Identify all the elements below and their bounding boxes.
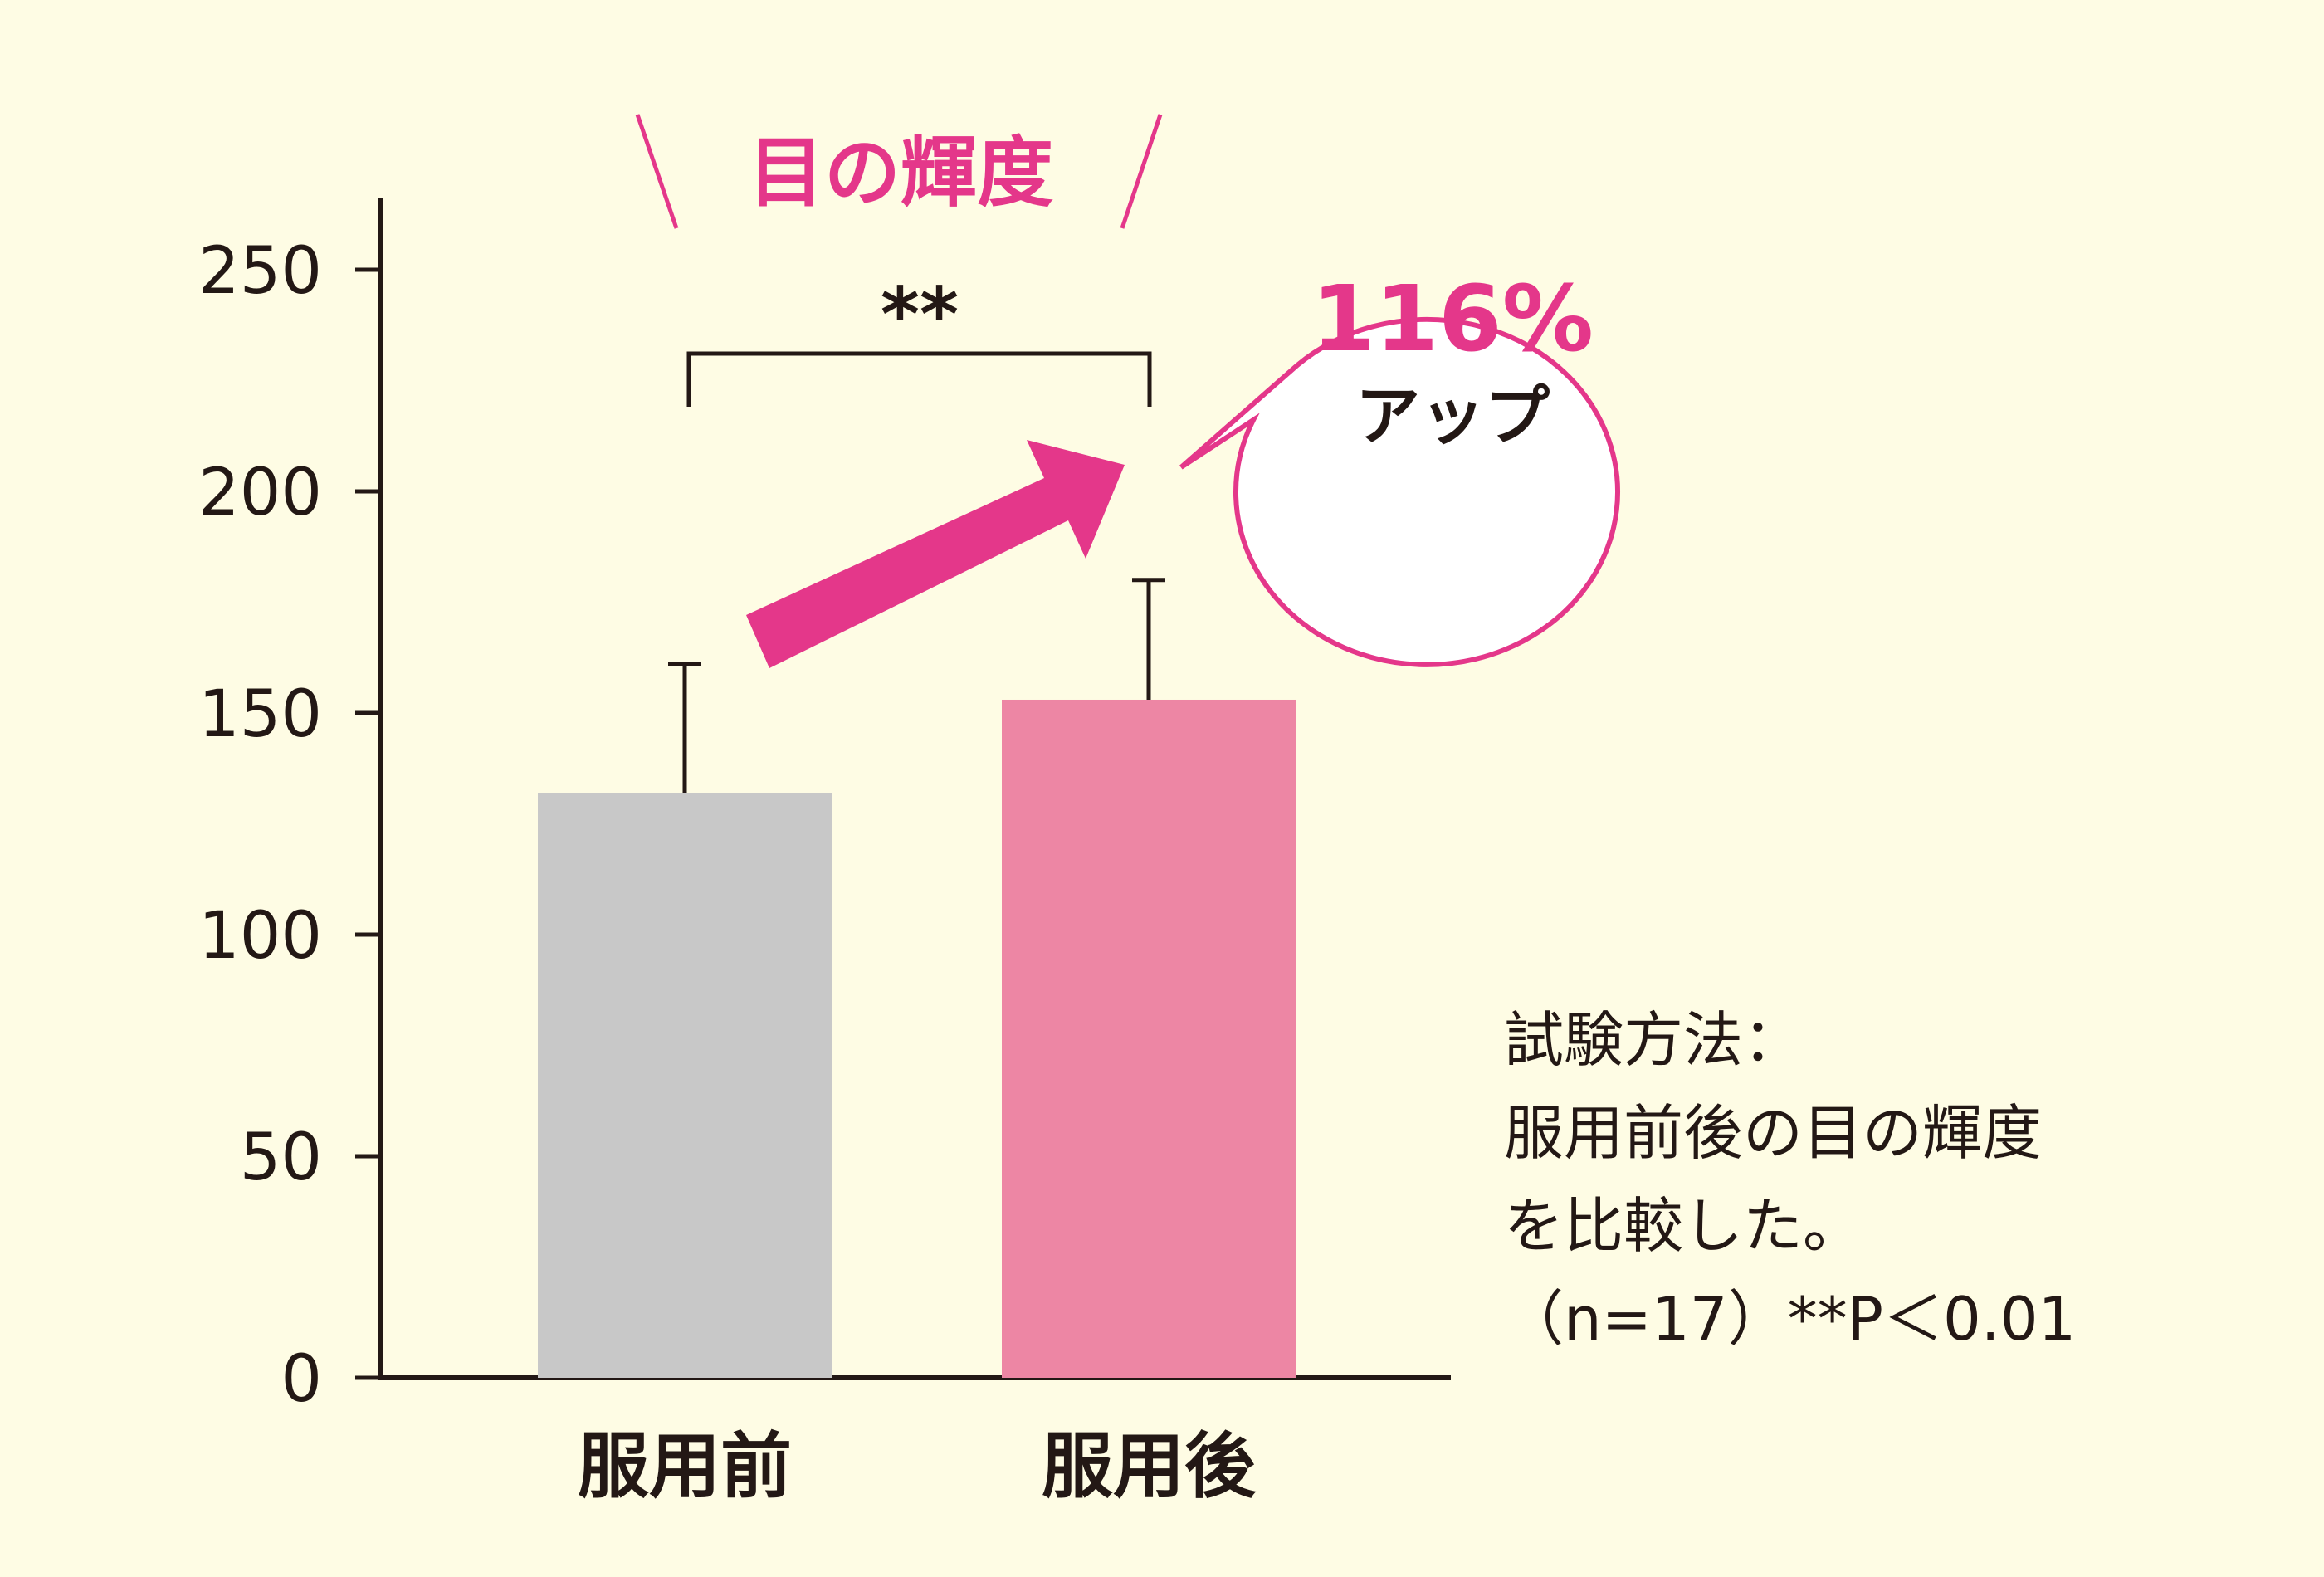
y-tick-label: 100 — [198, 899, 322, 974]
callout-bubble: 116% アップ — [1179, 266, 1620, 667]
bracket-line — [686, 351, 1152, 407]
error-bars — [668, 578, 1165, 793]
note-line-2: 服用前後の目の輝度 — [1504, 1098, 2042, 1168]
y-tick-label: 150 — [198, 677, 322, 752]
category-label: 服用前 — [578, 1425, 792, 1508]
y-tick-label: 50 — [240, 1120, 322, 1195]
chart-title-group: 目の輝度 — [635, 114, 1163, 229]
note-line-3: を比較した。 — [1504, 1191, 1863, 1261]
method-note: 試験方法： 服用前後の目の輝度 を比較した。 （n=17）**P＜0.01 — [1504, 1005, 2076, 1354]
bar — [538, 793, 832, 1378]
bar — [1002, 699, 1296, 1378]
note-line-1: 試験方法： — [1504, 1005, 1803, 1075]
note-line-4: （n=17）**P＜0.01 — [1504, 1284, 2076, 1354]
y-tick-label: 0 — [281, 1342, 322, 1417]
y-tick-label: 200 — [198, 456, 322, 530]
significance-bracket: ** — [686, 271, 1152, 407]
category-label: 服用後 — [1042, 1425, 1257, 1508]
callout-text: アップ — [1355, 379, 1550, 454]
y-tick-label: 250 — [198, 234, 322, 309]
title-slash-right — [1120, 114, 1163, 229]
title-slash-left — [635, 114, 679, 229]
callout-percent: 116% — [1311, 266, 1594, 372]
callout-bubble-shape — [1179, 316, 1620, 667]
category-labels: 服用前 服用後 — [578, 1425, 1257, 1508]
chart-title: 目の輝度 — [748, 129, 1053, 217]
increase-arrow — [746, 440, 1125, 668]
y-ticks: 0 50 100 150 200 250 — [198, 234, 380, 1417]
bars — [538, 699, 1296, 1378]
significance-label: ** — [881, 271, 959, 359]
